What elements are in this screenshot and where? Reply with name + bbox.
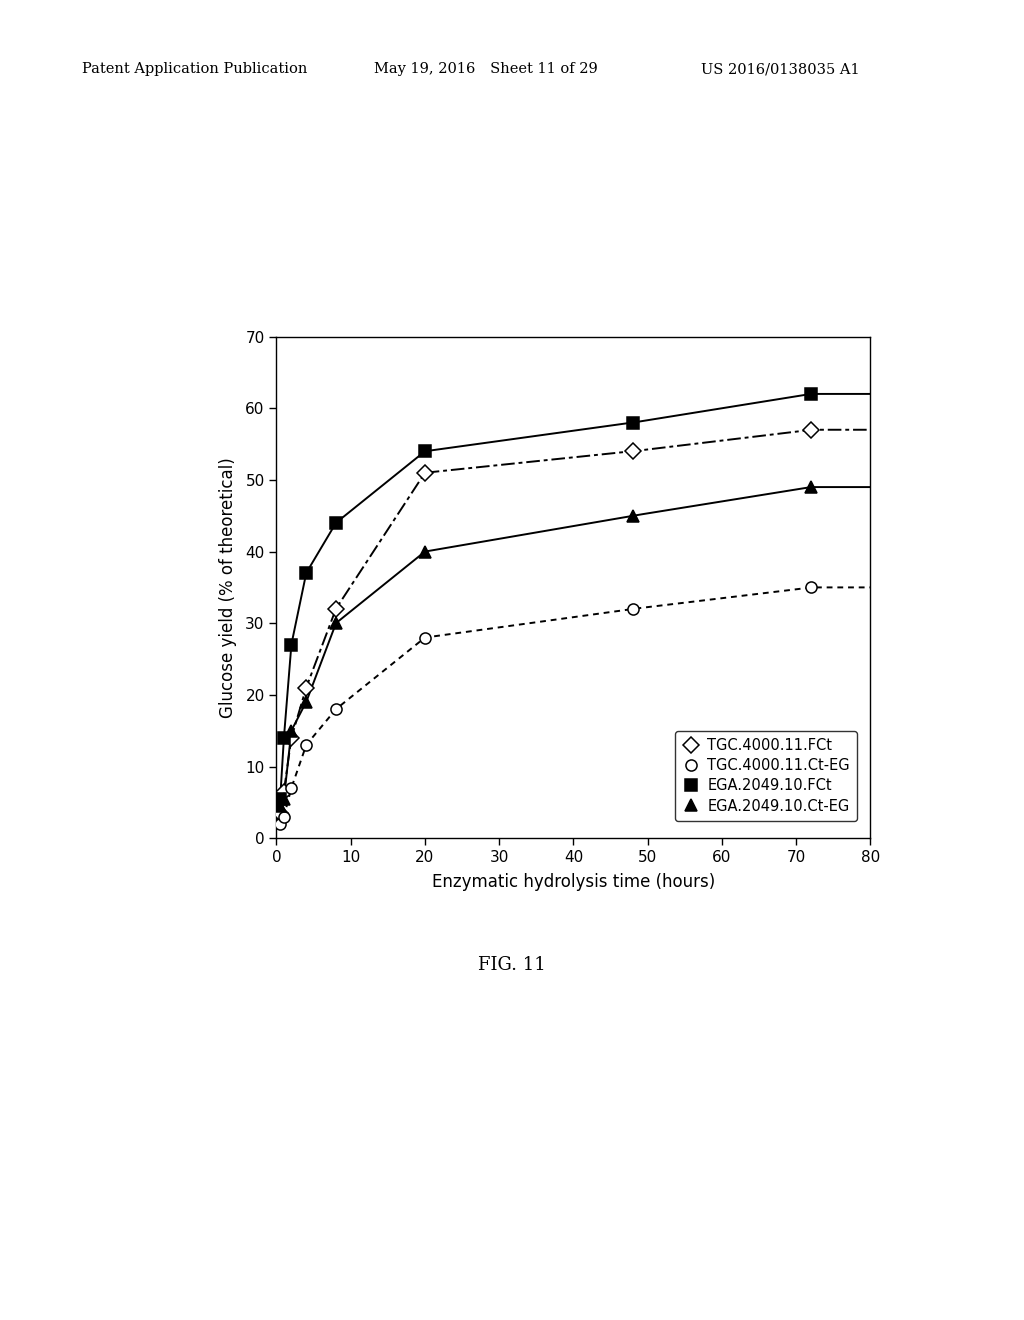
Text: Patent Application Publication: Patent Application Publication [82, 62, 307, 77]
Text: US 2016/0138035 A1: US 2016/0138035 A1 [701, 62, 860, 77]
Text: May 19, 2016  Sheet 11 of 29: May 19, 2016 Sheet 11 of 29 [374, 62, 598, 77]
Legend: TGC.4000.11.FCt, TGC.4000.11.Ct-EG, EGA.2049.10.FCt, EGA.2049.10.Ct-EG: TGC.4000.11.FCt, TGC.4000.11.Ct-EG, EGA.… [675, 731, 857, 821]
Text: FIG. 11: FIG. 11 [478, 956, 546, 974]
Y-axis label: Glucose yield (% of theoretical): Glucose yield (% of theoretical) [219, 457, 237, 718]
X-axis label: Enzymatic hydrolysis time (hours): Enzymatic hydrolysis time (hours) [432, 874, 715, 891]
